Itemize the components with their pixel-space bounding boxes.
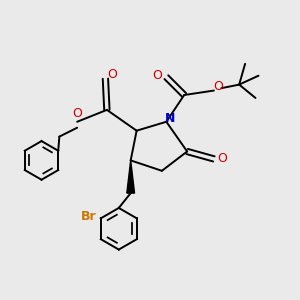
Text: O: O: [213, 80, 223, 93]
Text: O: O: [217, 152, 227, 165]
Text: O: O: [72, 107, 82, 120]
Text: N: N: [165, 112, 175, 125]
Text: O: O: [107, 68, 117, 81]
Polygon shape: [127, 160, 134, 193]
Text: O: O: [152, 69, 162, 82]
Text: Br: Br: [80, 210, 96, 224]
